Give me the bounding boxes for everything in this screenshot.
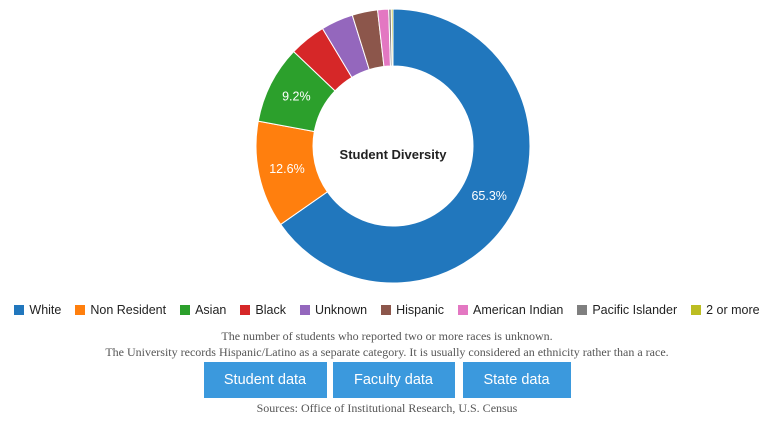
legend-label: Asian (195, 303, 227, 317)
legend-label: Non Resident (90, 303, 167, 317)
slice-white[interactable] (279, 8, 531, 284)
donut-chart: 65.3% 12.6% 9.2% Student Diversity (255, 8, 531, 284)
legend-item-white[interactable]: White (14, 303, 61, 317)
state-data-button[interactable]: State data (462, 362, 571, 398)
slice-label-non-resident: 12.6% (269, 162, 304, 176)
legend-swatch (75, 305, 86, 315)
legend-item-asian[interactable]: Asian (180, 303, 226, 317)
sources-text: Sources: Office of Institutional Researc… (256, 401, 518, 415)
chart-legend: White Non Resident Asian Black Unknown Hispan… (0, 303, 774, 317)
data-button-group: Student data Faculty data State data (0, 362, 774, 398)
student-data-button[interactable]: Student data (203, 362, 327, 398)
legend-label: Unknown (314, 303, 368, 317)
legend-item-hispanic[interactable]: Hispanic (381, 303, 444, 317)
legend-swatch (458, 305, 469, 315)
legend-label: American Indian (473, 303, 564, 317)
legend-item-black[interactable]: Black (240, 303, 286, 317)
note-hispanic: The University records Hispanic/Latino a… (105, 345, 669, 359)
legend-swatch (691, 305, 702, 315)
legend-label: Pacific Islander (592, 303, 678, 317)
legend-item-american-indian[interactable]: American Indian (458, 303, 563, 317)
slice-label-asian: 9.2% (282, 90, 311, 104)
legend-item-unknown[interactable]: Unknown (299, 303, 368, 317)
legend-swatch (577, 305, 588, 315)
legend-swatch (180, 305, 191, 315)
legend-label: Hispanic (396, 303, 445, 317)
note-two-or-more: The number of students who reported two … (221, 329, 553, 343)
slice-2-or-more[interactable] (390, 8, 394, 67)
legend-label: White (29, 303, 62, 317)
slice-label-white: 65.3% (471, 189, 506, 203)
legend-label: 2 or more (706, 303, 760, 317)
legend-swatch (14, 305, 25, 315)
legend-swatch (381, 305, 392, 315)
legend-item-2-or-more[interactable]: 2 or more (691, 303, 760, 317)
legend-label: Black (255, 303, 286, 317)
chart-title: Student Diversity (340, 147, 448, 162)
faculty-data-button[interactable]: Faculty data (332, 362, 455, 398)
legend-item-non-resident[interactable]: Non Resident (75, 303, 166, 317)
legend-item-pacific-islander[interactable]: Pacific Islander (577, 303, 677, 317)
legend-swatch (240, 305, 251, 315)
legend-swatch (299, 305, 310, 315)
